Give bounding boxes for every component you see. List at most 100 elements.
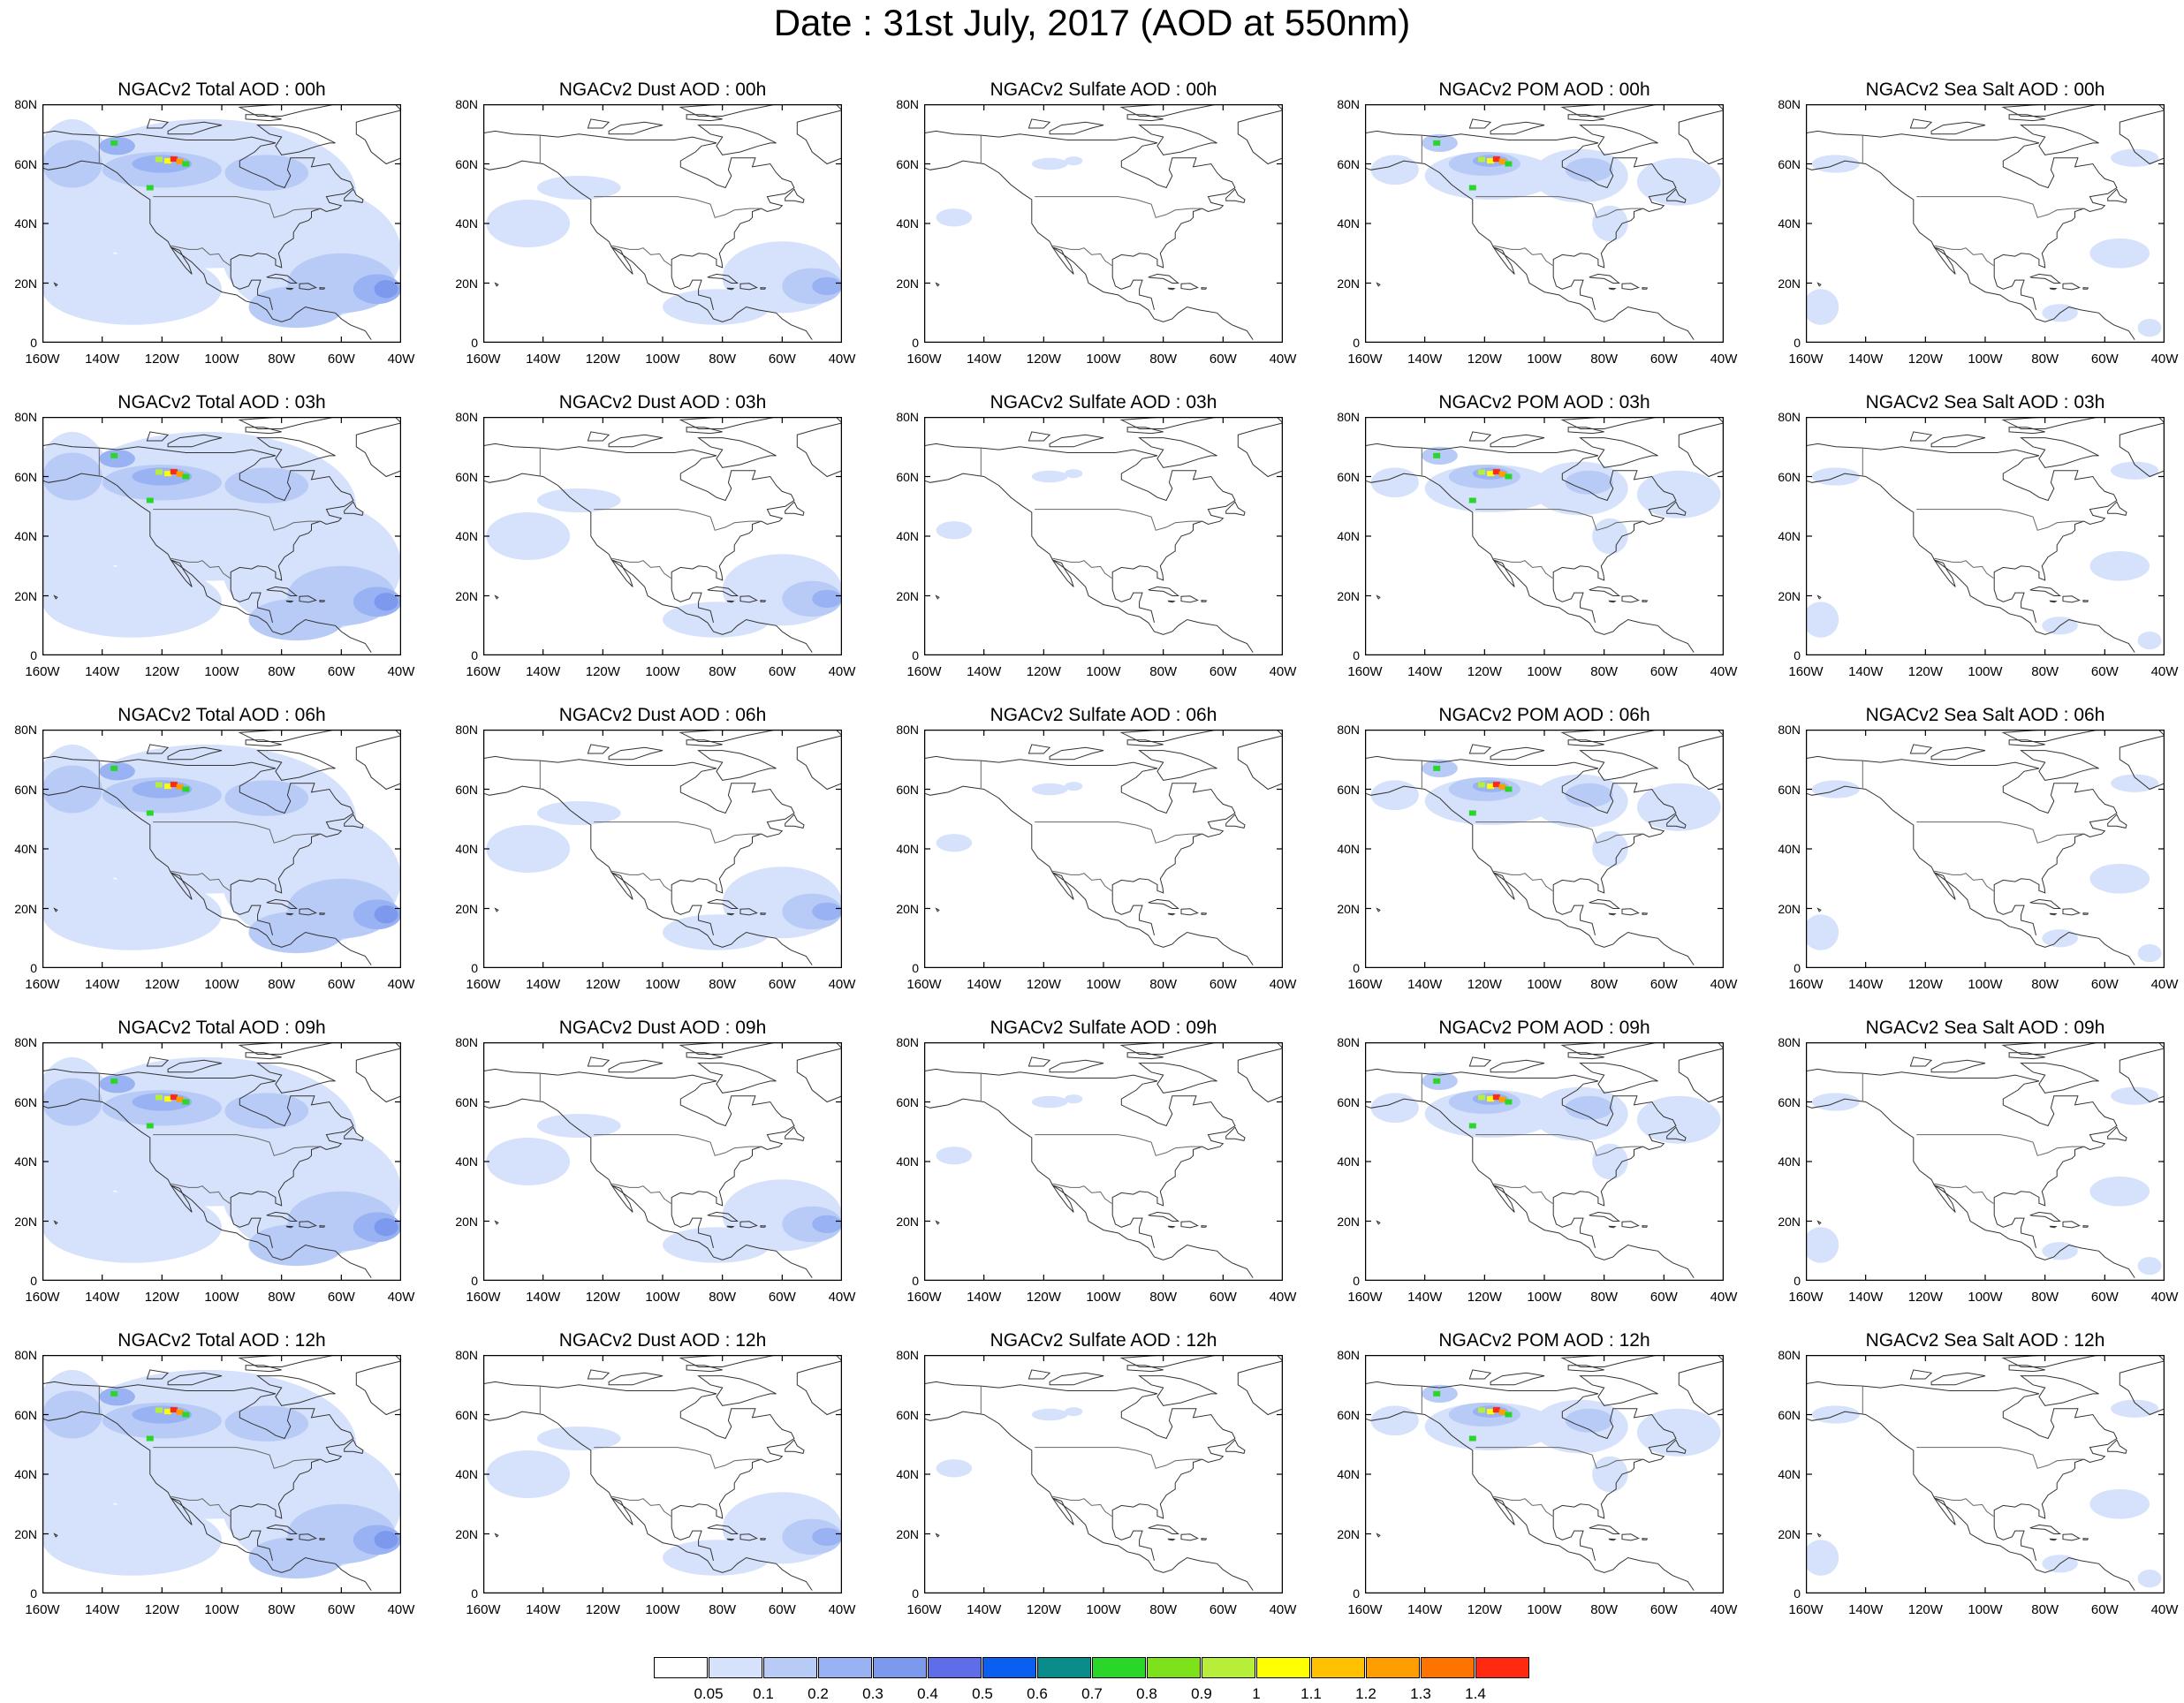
x-tick-label: 120W — [1907, 1602, 1943, 1617]
aod-region — [812, 1215, 842, 1233]
x-tick-label: 100W — [645, 352, 680, 367]
panel-title: NGACv2 Sea Salt AOD : 12h — [1865, 1330, 2105, 1351]
aod-region — [1592, 1143, 1628, 1180]
country-border — [1493, 557, 1553, 579]
country-border — [171, 870, 231, 892]
aod-hotspot — [164, 1096, 172, 1102]
coastline — [2082, 1225, 2089, 1228]
coastline — [299, 908, 317, 916]
coastline — [726, 1538, 735, 1541]
aod-hotspot — [1433, 140, 1441, 146]
coastline — [1608, 287, 1617, 291]
aod-hotspot — [1468, 185, 1476, 191]
coastline — [2001, 1355, 2099, 1367]
coastline — [686, 427, 723, 435]
y-tick-label: 80N — [14, 1035, 37, 1049]
x-tick-label: 160W — [466, 1602, 501, 1617]
country-border — [594, 1134, 762, 1156]
aod-region — [224, 1405, 309, 1442]
coastline — [1167, 1538, 1176, 1541]
colorbar-swatch — [1475, 1657, 1529, 1678]
coastline — [1806, 443, 2040, 457]
aod-hotspot — [164, 783, 172, 790]
aod-hotspot — [1468, 497, 1476, 503]
aod-region — [1370, 155, 1419, 185]
coastline — [311, 1042, 401, 1103]
coastline — [170, 1497, 193, 1525]
y-tick-label: 0 — [912, 1586, 919, 1601]
y-tick-label: 20N — [896, 901, 919, 916]
coastline — [1930, 1372, 1986, 1386]
y-tick-label: 80N — [896, 723, 919, 737]
y-tick-label: 60N — [1778, 1094, 1801, 1109]
x-tick-label: 100W — [1527, 1602, 1562, 1617]
coastline — [1552, 1203, 1596, 1249]
x-tick-label: 60W — [327, 1602, 355, 1617]
panel-title: NGACv2 Dust AOD : 06h — [558, 705, 767, 725]
map-panel-total-0: NGACv2 Total AOD : 00h 80N 60N 40N 20N 0 160W 1… — [0, 79, 424, 380]
x-tick-label: 80W — [268, 1290, 296, 1305]
x-tick-label: 80W — [1149, 977, 1178, 992]
x-tick-label: 140W — [967, 1602, 1002, 1617]
country-border — [1035, 196, 1202, 218]
country-border — [1916, 196, 2084, 218]
aod-hotspot — [155, 1094, 163, 1101]
coastline — [1167, 912, 1176, 916]
x-tick-label: 80W — [1149, 664, 1178, 679]
coastline — [1049, 1372, 1104, 1386]
coastline — [344, 1439, 364, 1454]
coastline — [752, 1355, 842, 1416]
y-tick-label: 60N — [896, 1094, 919, 1109]
y-tick-label: 0 — [1793, 648, 1801, 662]
y-tick-label: 60N — [455, 156, 478, 171]
y-tick-label: 60N — [14, 156, 37, 171]
coastline — [2008, 1365, 2045, 1373]
aod-region — [248, 285, 345, 329]
coastline — [1642, 912, 1649, 915]
y-tick-label: 40N — [1778, 842, 1801, 856]
coastline — [610, 872, 633, 900]
coastline — [1111, 768, 1236, 894]
aod-region — [1065, 782, 1083, 791]
coastline — [2049, 1538, 2058, 1541]
y-tick-label: 20N — [455, 901, 478, 916]
x-tick-label: 160W — [466, 1290, 501, 1305]
x-tick-label: 100W — [1527, 977, 1562, 992]
colorbar-swatch — [873, 1657, 927, 1678]
coastline — [2074, 104, 2165, 165]
x-tick-label: 160W — [466, 664, 501, 679]
y-tick-label: 0 — [1353, 1274, 1360, 1288]
coastline — [1806, 1098, 2135, 1278]
coastline — [1126, 1365, 1164, 1373]
y-tick-label: 80N — [1778, 97, 1801, 111]
coastline — [1148, 1211, 1179, 1222]
aod-region — [2137, 1257, 2162, 1275]
coastline — [1365, 1098, 1695, 1278]
x-tick-label: 40W — [2150, 664, 2179, 679]
x-tick-label: 40W — [1710, 1602, 1738, 1617]
coastline — [1993, 1080, 2118, 1207]
coastline — [679, 730, 777, 742]
aod-hotspot — [1505, 1412, 1513, 1418]
map-panel-pom-1: NGACv2 POM AOD : 03h 80N 60N 40N 20N 0 160W 140… — [1323, 392, 1747, 693]
aod-map — [483, 730, 842, 968]
x-tick-label: 120W — [144, 977, 179, 992]
coastline — [167, 1059, 223, 1073]
coastline — [285, 912, 294, 916]
coastline — [1933, 872, 1956, 900]
y-tick-label: 80N — [1778, 410, 1801, 424]
coastline — [760, 1538, 767, 1540]
y-tick-label: 60N — [455, 469, 478, 484]
coastline — [256, 437, 336, 468]
coastline — [2062, 1533, 2081, 1541]
coastline — [1993, 768, 2118, 894]
aod-hotspot — [155, 156, 163, 163]
y-tick-label: 0 — [471, 961, 478, 975]
aod-region — [1031, 470, 1068, 483]
aod-map — [1806, 1355, 2165, 1593]
aod-region — [1065, 1407, 1083, 1417]
coastline — [686, 739, 723, 747]
coastline — [1225, 501, 1246, 516]
coastline — [170, 1185, 193, 1213]
aod-map — [1806, 730, 2165, 968]
